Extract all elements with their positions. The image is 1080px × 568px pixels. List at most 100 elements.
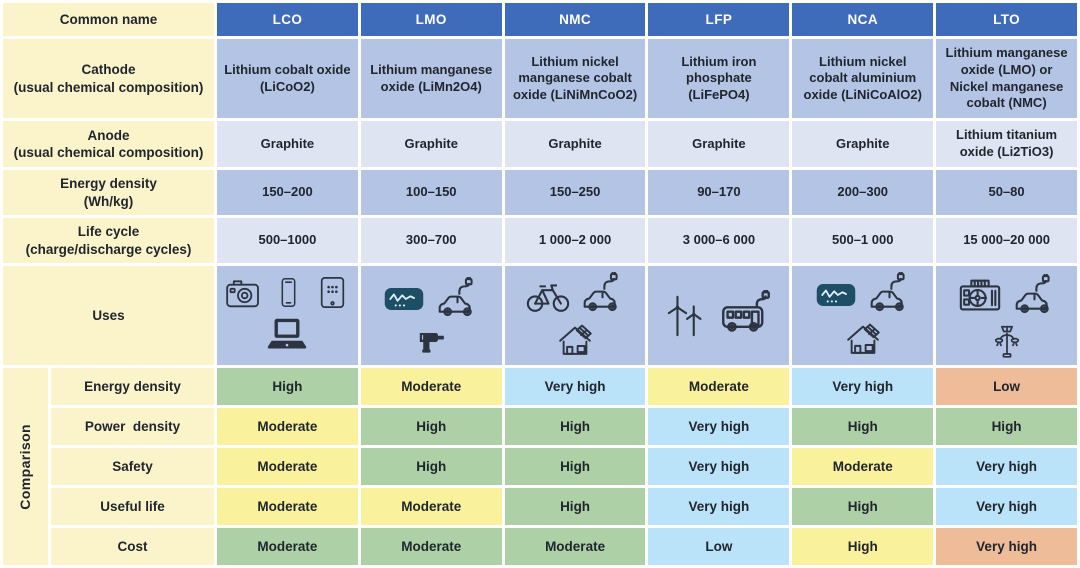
rating-power-density-lto: High xyxy=(936,408,1077,445)
comparison-useful-life-label: Useful life xyxy=(100,498,165,514)
comparison-safety-label: Safety xyxy=(112,458,153,474)
life-cycle-row: Life cycle (charge/discharge cycles) 500… xyxy=(3,218,1077,263)
rating-cost-lmo: Moderate xyxy=(360,528,502,565)
life-cycle-row-sublabel: (charge/discharge cycles) xyxy=(25,241,192,257)
rating-power-density-lmo: High xyxy=(360,408,502,445)
solar-house-icon xyxy=(554,318,596,360)
medical-monitor-icon xyxy=(814,273,858,317)
cell-life-cycle-lmo: 300–700 xyxy=(360,218,502,263)
rating-energy-density-lto: Low xyxy=(936,368,1077,405)
anode-row-sublabel: (usual chemical composition) xyxy=(13,145,204,160)
energy-density-row-sublabel: (Wh/kg) xyxy=(83,193,134,209)
rating-cost-lto: Very high xyxy=(936,528,1077,565)
solar-house-icon xyxy=(842,317,884,359)
rating-cost-nca: High xyxy=(792,528,934,565)
medical-monitor-icon xyxy=(382,277,426,321)
electric-bus-plug-icon xyxy=(720,289,772,342)
cell-energy-density-lfp: 90–170 xyxy=(648,170,790,215)
rating-useful-life-lmo: Moderate xyxy=(360,488,502,525)
power-drill-icon xyxy=(415,322,448,355)
rating-energy-density-nca: Very high xyxy=(792,368,934,405)
rating-energy-density-lco: High xyxy=(217,368,358,405)
bicycle-icon xyxy=(525,272,571,318)
rating-power-density-lfp: Very high xyxy=(648,408,790,445)
comparison-section: Comparison Energy density Power density … xyxy=(3,368,1077,565)
uses-cell-lmo xyxy=(360,266,502,365)
cell-anode-lco: Graphite xyxy=(217,121,358,167)
common-name-header-cell: Common name xyxy=(3,3,214,36)
rating-useful-life-lco: Moderate xyxy=(217,488,358,525)
rating-safety-lco: Moderate xyxy=(217,448,358,485)
common-name-label: Common name xyxy=(59,11,158,27)
header-row: Common name LCO LMO NMC LFP NCA LTO xyxy=(3,3,1077,36)
cell-life-cycle-nmc: 1 000–2 000 xyxy=(504,218,646,263)
cell-energy-density-lco: 150–200 xyxy=(217,170,358,215)
cell-life-cycle-lfp: 3 000–6 000 xyxy=(648,218,790,263)
comparison-cost-label: Cost xyxy=(117,538,148,554)
electric-car-plug-icon xyxy=(1012,274,1057,319)
uses-row-label: Uses xyxy=(92,307,125,323)
wind-turbine-icon xyxy=(665,293,711,339)
comparison-useful-life-label-cell: Useful life xyxy=(51,488,214,525)
comparison-energy-density-label: Energy density xyxy=(84,378,181,394)
cell-cathode-lfp: Lithium iron phosphate (LiFePO4) xyxy=(648,39,790,118)
cell-cathode-lco: Lithium cobalt oxide (LiCoO2) xyxy=(217,39,358,118)
uses-cell-nmc xyxy=(504,266,646,365)
energy-density-row: Energy density (Wh/kg) 150–200 100–150 150… xyxy=(3,170,1077,215)
rating-cost-nmc: Moderate xyxy=(504,528,646,565)
rating-energy-density-nmc: Very high xyxy=(504,368,646,405)
electric-car-plug-icon xyxy=(867,272,912,317)
life-cycle-row-label: Life cycle xyxy=(77,224,140,240)
rating-cost-lfp: Low xyxy=(648,528,790,565)
cell-life-cycle-lco: 500–1000 xyxy=(217,218,358,263)
energy-density-row-label: Energy density xyxy=(60,176,157,192)
cell-cathode-lto: Lithium manganese oxide (LMO) or Nickel … xyxy=(936,39,1077,118)
comparison-energy-density-label-cell: Energy density xyxy=(51,368,214,405)
electric-car-plug-icon xyxy=(435,276,480,322)
rating-cost-lco: Moderate xyxy=(217,528,358,565)
rating-safety-nca: Moderate xyxy=(792,448,934,485)
cathode-row-label: Cathode xyxy=(81,62,136,78)
rating-power-density-lco: Moderate xyxy=(217,408,358,445)
life-cycle-row-label-cell: Life cycle (charge/discharge cycles) xyxy=(3,218,214,263)
col-header-lmo: LMO xyxy=(360,3,502,36)
col-header-nca: NCA xyxy=(792,3,934,36)
rating-power-density-nca: High xyxy=(792,408,934,445)
anode-row-label-cell: Anode (usual chemical composition) xyxy=(3,121,214,167)
comparison-safety-label-cell: Safety xyxy=(51,448,214,485)
comparison-vertical-label-cell: Comparison xyxy=(3,368,48,565)
col-header-nmc: NMC xyxy=(504,3,646,36)
cell-anode-nmc: Graphite xyxy=(504,121,646,167)
rating-power-density-nmc: High xyxy=(504,408,646,445)
cathode-row-label-cell: Cathode (usual chemical composition) xyxy=(3,39,214,118)
laptop-icon xyxy=(264,313,310,359)
rating-energy-density-lmo: Moderate xyxy=(360,368,502,405)
rating-useful-life-nmc: High xyxy=(504,488,646,525)
cell-cathode-nmc: Lithium nickel manganese cobalt oxide (L… xyxy=(504,39,646,118)
cell-cathode-nca: Lithium nickel cobalt aluminium oxide (L… xyxy=(792,39,934,118)
electric-car-plug-icon xyxy=(580,272,625,317)
rating-safety-nmc: High xyxy=(504,448,646,485)
comparison-vertical-label: Comparison xyxy=(16,423,33,510)
col-header-lco: LCO xyxy=(217,3,358,36)
comparison-power-density-label: Power density xyxy=(84,418,181,434)
cell-energy-density-nca: 200–300 xyxy=(792,170,934,215)
uses-cell-nca xyxy=(792,266,934,365)
solar-streetlight-icon xyxy=(988,320,1026,358)
rating-safety-lto: Very high xyxy=(936,448,1077,485)
rating-safety-lfp: Very high xyxy=(648,448,790,485)
camera-icon xyxy=(223,273,263,313)
cell-life-cycle-nca: 500–1 000 xyxy=(792,218,934,263)
power-supply-icon xyxy=(957,274,1003,320)
rating-energy-density-lfp: Moderate xyxy=(648,368,790,405)
uses-row-label-cell: Uses xyxy=(3,266,214,365)
uses-row: Uses xyxy=(3,266,1077,365)
col-header-lfp: LFP xyxy=(648,3,790,36)
anode-row: Anode (usual chemical composition) Graph… xyxy=(3,121,1077,167)
rating-useful-life-lto: Very high xyxy=(936,488,1077,525)
cell-energy-density-nmc: 150–250 xyxy=(504,170,646,215)
comparison-cost-label-cell: Cost xyxy=(51,528,214,565)
comparison-power-density-label-cell: Power density xyxy=(51,408,214,445)
cell-anode-nca: Graphite xyxy=(792,121,934,167)
